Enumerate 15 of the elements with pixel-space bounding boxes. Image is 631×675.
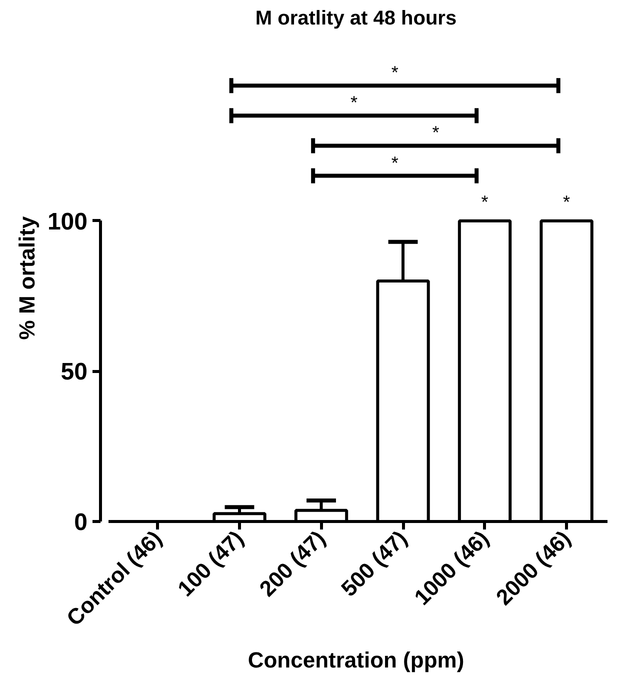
y-tick-label: 100 (47, 208, 88, 236)
text: * (432, 122, 440, 143)
text: * (481, 192, 488, 212)
x-axis-title: Concentration (ppm) (248, 647, 464, 672)
x-tick-label: 200 (47) (254, 526, 330, 602)
x-tick-label: 100 (47) (172, 526, 248, 602)
text: * (563, 192, 570, 212)
x-tick-label: 500 (47) (336, 526, 412, 602)
y-tick-label: 0 (74, 509, 88, 536)
y-axis-title: % M ortality (14, 216, 40, 340)
y-tick-label: 50 (60, 358, 88, 386)
chart-title: M oratlity at 48 hours (255, 8, 457, 30)
text: * (391, 62, 398, 83)
text: * (350, 92, 358, 113)
text: * (391, 152, 398, 173)
